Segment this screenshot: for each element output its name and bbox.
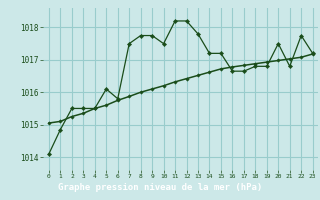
Text: Graphe pression niveau de la mer (hPa): Graphe pression niveau de la mer (hPa): [58, 182, 262, 192]
